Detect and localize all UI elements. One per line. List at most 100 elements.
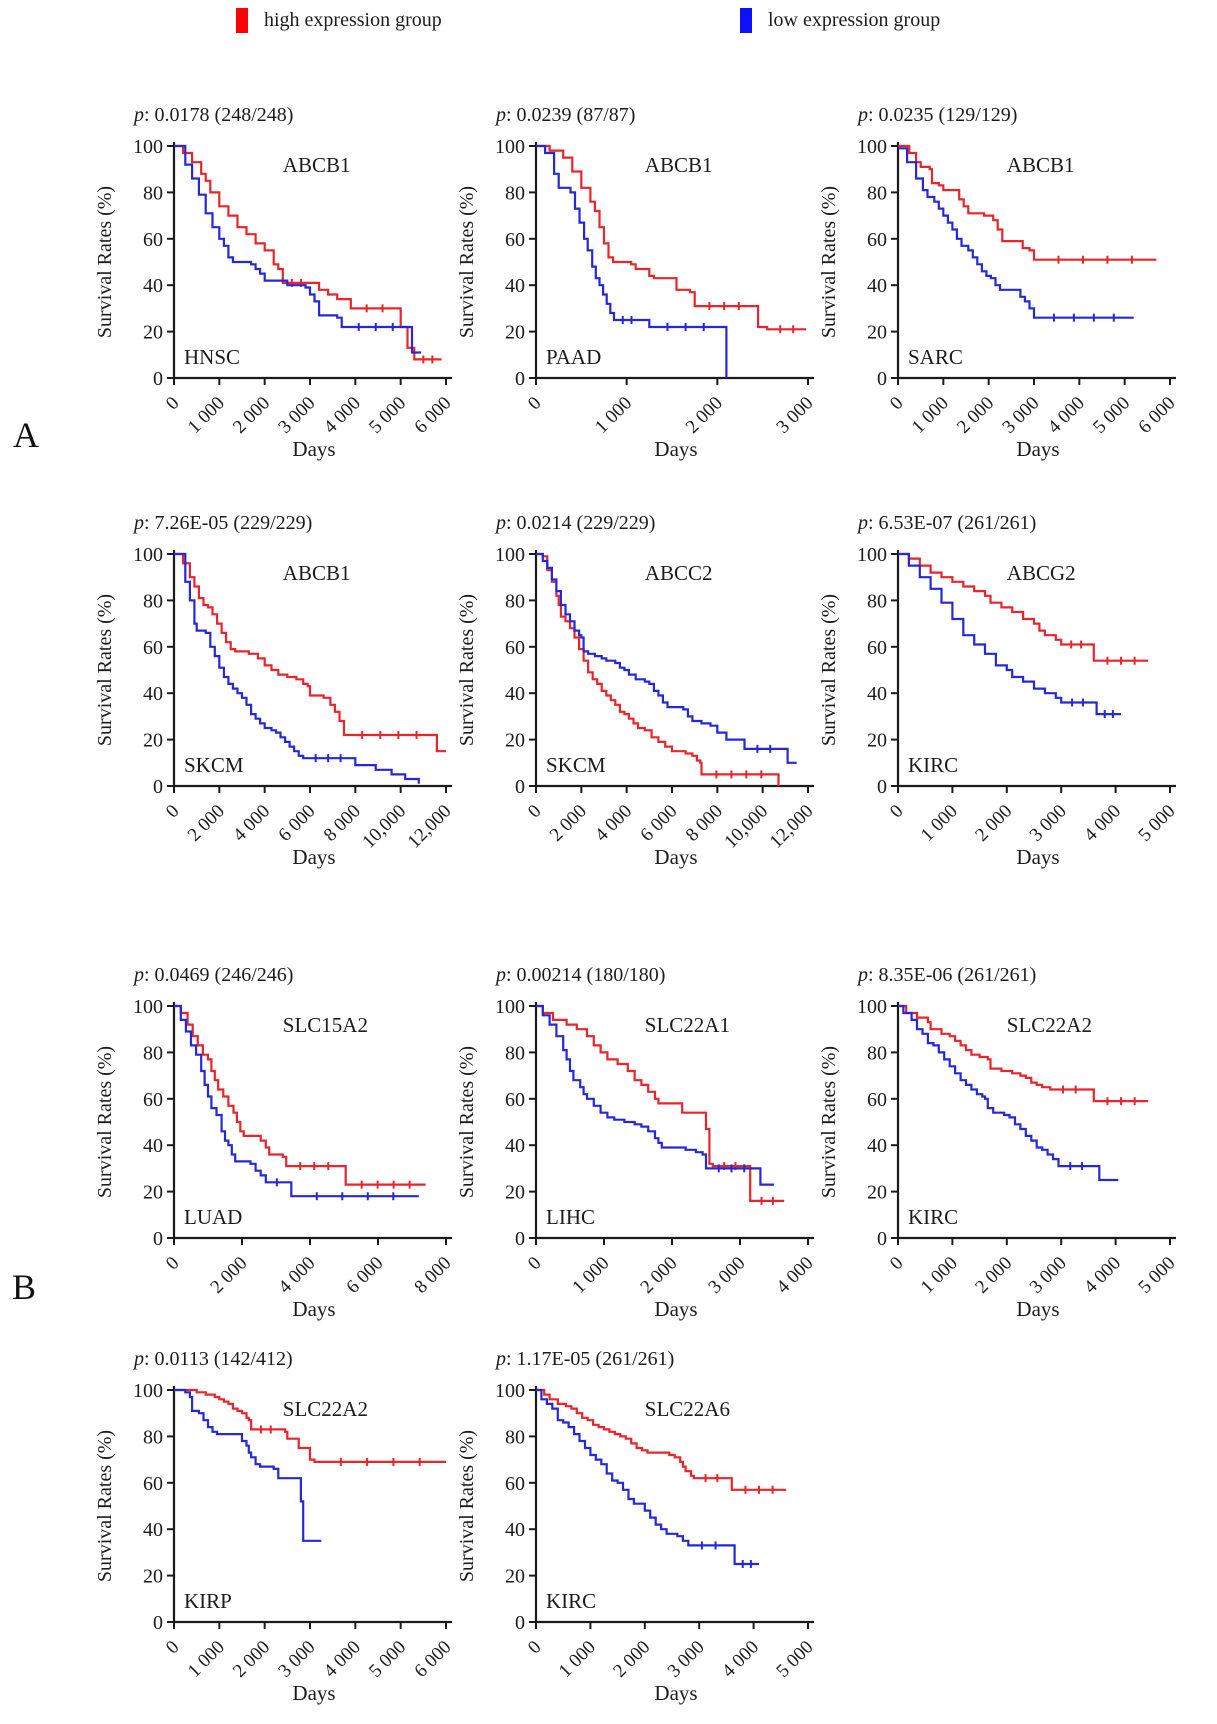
survival-curve-high	[536, 144, 807, 331]
y-axis-tick-label: 80	[143, 1426, 163, 1448]
x-axis-tick-label: 2 000	[206, 1253, 251, 1298]
y-axis-tick-label: 80	[143, 590, 163, 612]
x-axis-tick-label: 2 000	[971, 801, 1016, 846]
cancer-type-label: HNSC	[184, 345, 240, 369]
y-axis-tick-label: 80	[505, 1426, 525, 1448]
x-axis-tick-label: 6 000	[342, 1253, 387, 1298]
x-axis-tick-label: 0	[524, 393, 546, 415]
cancer-type-label: PAAD	[546, 345, 601, 369]
x-axis-tick-label: 2 000	[971, 1253, 1016, 1298]
p-symbol: p	[858, 964, 868, 986]
legend-label-low: low expression group	[768, 9, 941, 31]
gene-label: SLC22A2	[283, 1397, 368, 1421]
p-value-text: : 0.0178 (248/248)	[144, 104, 294, 126]
y-axis-tick-label: 20	[505, 730, 525, 752]
y-axis-tick-label: 60	[505, 1089, 525, 1111]
y-axis-tick-label: 20	[867, 322, 887, 344]
x-axis-tick-label: 5 000	[772, 1637, 817, 1682]
survival-curve-low	[536, 1388, 759, 1566]
gene-label: SLC22A1	[645, 1013, 730, 1037]
axis-line	[172, 1386, 452, 1624]
p-value-label: p: 8.35E-06 (261/261)	[858, 964, 1036, 987]
x-axis-title: Days	[654, 1297, 697, 1321]
cancer-type-label: LIHC	[546, 1205, 595, 1229]
legend-item-low-expression: low expression group	[740, 8, 940, 33]
x-axis-tick-label: 12,000	[404, 801, 456, 853]
x-axis-tick-label: 2 000	[184, 801, 229, 846]
x-axis-tick-label: 12,000	[766, 801, 818, 853]
y-axis-tick-label: 100	[133, 996, 163, 1018]
p-value-label: p: 7.26E-05 (229/229)	[134, 512, 312, 535]
y-axis-tick-label: 60	[505, 229, 525, 251]
gene-label: SLC22A6	[645, 1397, 730, 1421]
p-value-label: p: 6.53E-07 (261/261)	[858, 512, 1036, 535]
y-axis-tick-label: 100	[857, 544, 887, 566]
y-axis-tick-label: 100	[495, 136, 525, 158]
y-axis-tick-label: 20	[143, 1182, 163, 1204]
y-axis-tick-label: 20	[143, 1566, 163, 1588]
y-axis-tick-label: 80	[505, 590, 525, 612]
axis-line	[534, 1386, 814, 1624]
axis-line	[172, 142, 452, 380]
cancer-type-label: SARC	[908, 345, 963, 369]
p-symbol: p	[496, 1348, 506, 1370]
y-axis-tick-label: 40	[505, 275, 525, 297]
survival-curve-high	[536, 1388, 787, 1491]
section-label-b: B	[12, 1267, 37, 1307]
x-axis-tick-label: 0	[524, 801, 546, 823]
x-axis-tick-label: 8 000	[320, 801, 365, 846]
x-axis-tick-label: 4 000	[274, 1253, 319, 1298]
y-axis-tick-label: 80	[867, 182, 887, 204]
y-axis-tick-label: 80	[143, 182, 163, 204]
y-axis-tick-label: 20	[505, 322, 525, 344]
survival-curve-low	[174, 1388, 322, 1542]
p-symbol: p	[496, 964, 506, 986]
x-axis-tick-label: 0	[886, 393, 908, 415]
km-plot: 0 20 40 60 80 100 0 1 000 2 000 3 000 4 000 5 000 SL…	[458, 1380, 818, 1705]
y-axis-tick-label: 40	[505, 683, 525, 705]
km-panel-abcb1-hnsc: p: 0.0178 (248/248) 0 20 40 60 80 100 0 1 000 2 0…	[96, 104, 458, 480]
x-axis-tick-label: 8 000	[682, 801, 727, 846]
x-axis-title: Days	[1016, 845, 1059, 869]
x-axis-tick-label: 2 000	[953, 393, 998, 438]
km-panel-slc15a2-luad: p: 0.0469 (246/246) 0 20 40 60 80 100 0 2 000 4 0…	[96, 964, 458, 1340]
p-value-text: : 0.0469 (246/246)	[144, 964, 294, 986]
p-value-text: : 1.17E-05 (261/261)	[506, 1348, 675, 1370]
survival-curve-high	[898, 1004, 1149, 1103]
y-axis-tick-label: 0	[153, 368, 163, 390]
p-value-text: : 0.0239 (87/87)	[506, 104, 636, 126]
y-axis-tick-label: 40	[867, 683, 887, 705]
x-axis-tick-label: 0	[886, 801, 908, 823]
y-axis-tick-label: 80	[143, 1042, 163, 1064]
x-axis-tick-label: 3 000	[704, 1253, 749, 1298]
km-plot: 0 20 40 60 80 100 0 1 000 2 000 3 000 4 000 5 000 SL…	[820, 996, 1180, 1321]
y-axis-tick-label: 60	[505, 1473, 525, 1495]
p-symbol: p	[134, 1348, 144, 1370]
y-axis-tick-label: 0	[153, 1612, 163, 1634]
survival-curve-high	[536, 552, 780, 786]
y-axis-tick-label: 40	[505, 1519, 525, 1541]
x-axis-tick-label: 1 000	[184, 393, 229, 438]
survival-curve-low	[174, 1004, 419, 1198]
y-axis-tick-label: 80	[505, 1042, 525, 1064]
y-axis-tick-label: 40	[143, 275, 163, 297]
gene-label: ABCB1	[1007, 153, 1075, 177]
km-panel-abcb1-paad: p: 0.0239 (87/87) 0 20 40 60 80 100 0 1 000 2 000…	[458, 104, 820, 480]
y-axis-tick-label: 100	[495, 1380, 525, 1402]
y-axis-tick-label: 60	[867, 1089, 887, 1111]
p-value-text: : 0.0235 (129/129)	[868, 104, 1018, 126]
axis-line	[172, 1002, 452, 1240]
y-axis-tick-label: 0	[877, 1228, 887, 1250]
y-axis-tick-label: 20	[505, 1182, 525, 1204]
cancer-type-label: KIRP	[184, 1589, 232, 1613]
y-axis-tick-label: 60	[143, 637, 163, 659]
y-axis-tick-label: 60	[867, 637, 887, 659]
y-axis-title: Survival Rates (%)	[96, 1430, 116, 1582]
x-axis-tick-label: 3 000	[1026, 801, 1071, 846]
x-axis-tick-label: 4 000	[1080, 1253, 1125, 1298]
p-symbol: p	[858, 104, 868, 126]
